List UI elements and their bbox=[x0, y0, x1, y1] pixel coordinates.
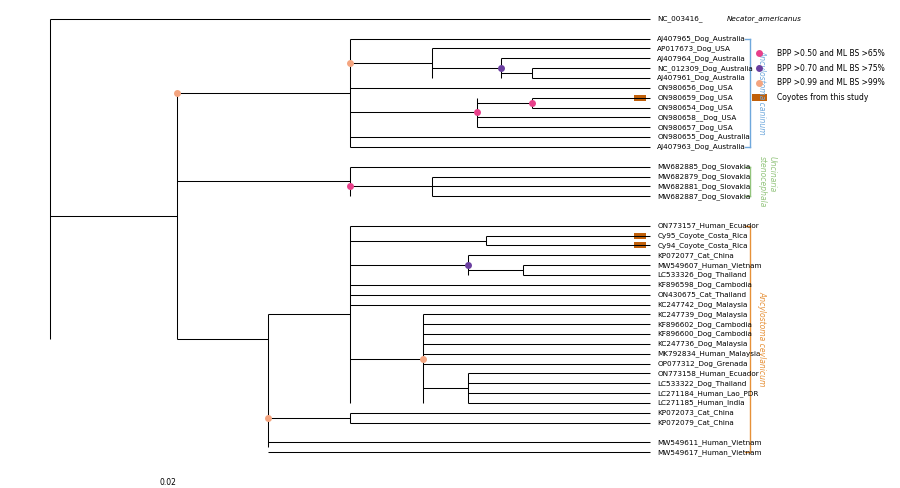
Text: KF896600_Dog_Cambodia: KF896600_Dog_Cambodia bbox=[657, 331, 752, 338]
Text: KP072077_Cat_China: KP072077_Cat_China bbox=[657, 252, 734, 259]
Text: LC533322_Dog_Thailand: LC533322_Dog_Thailand bbox=[657, 380, 747, 386]
Text: AJ407965_Dog_Australia: AJ407965_Dog_Australia bbox=[657, 35, 746, 42]
Text: Uncinaria
stenocephala: Uncinaria stenocephala bbox=[758, 156, 777, 207]
Text: LC533326_Dog_Thailand: LC533326_Dog_Thailand bbox=[657, 272, 747, 278]
Text: KF896602_Dog_Cambodia: KF896602_Dog_Cambodia bbox=[657, 321, 752, 327]
Text: MW682887_Dog_Slovakia: MW682887_Dog_Slovakia bbox=[657, 193, 751, 200]
Text: ON773157_Human_Ecuador: ON773157_Human_Ecuador bbox=[657, 223, 759, 229]
Text: LC271184_Human_Lao_PDR: LC271184_Human_Lao_PDR bbox=[657, 390, 759, 397]
Text: Ancylostoma ceylanicum: Ancylostoma ceylanicum bbox=[758, 291, 767, 386]
Text: NC_012309_Dog_Australia: NC_012309_Dog_Australia bbox=[657, 65, 753, 72]
Text: Coyotes from this study: Coyotes from this study bbox=[778, 93, 868, 102]
Text: Necator_americanus: Necator_americanus bbox=[726, 16, 801, 22]
Text: MK792834_Human_Malaysia: MK792834_Human_Malaysia bbox=[657, 350, 760, 357]
Text: Cy94_Coyote_Costa_Rica: Cy94_Coyote_Costa_Rica bbox=[657, 242, 748, 249]
Bar bbox=[634, 233, 646, 239]
Text: NC_003416_: NC_003416_ bbox=[657, 16, 703, 22]
Text: AJ407964_Dog_Australia: AJ407964_Dog_Australia bbox=[657, 55, 746, 61]
Text: AP017673_Dog_USA: AP017673_Dog_USA bbox=[657, 45, 732, 52]
Text: ON980658__Dog_USA: ON980658__Dog_USA bbox=[657, 114, 737, 121]
Bar bbox=[634, 95, 646, 101]
Text: KF896598_Dog_Cambodia: KF896598_Dog_Cambodia bbox=[657, 282, 752, 288]
Text: AJ407961_Dog_Australia: AJ407961_Dog_Australia bbox=[657, 75, 746, 81]
Text: MW682885_Dog_Slovakia: MW682885_Dog_Slovakia bbox=[657, 163, 751, 170]
Text: ON773158_Human_Ecuador: ON773158_Human_Ecuador bbox=[657, 370, 759, 377]
Text: MW549607_Human_Vietnam: MW549607_Human_Vietnam bbox=[657, 262, 762, 268]
Text: KP072079_Cat_China: KP072079_Cat_China bbox=[657, 419, 734, 426]
Text: AJ407963_Dog_Australia: AJ407963_Dog_Australia bbox=[657, 143, 746, 150]
Text: MW549611_Human_Vietnam: MW549611_Human_Vietnam bbox=[657, 439, 762, 446]
Text: BPP >0.70 and ML BS >75%: BPP >0.70 and ML BS >75% bbox=[778, 63, 886, 73]
Bar bbox=[634, 243, 646, 248]
Text: ON980654_Dog_USA: ON980654_Dog_USA bbox=[657, 104, 734, 111]
Text: ON980657_Dog_USA: ON980657_Dog_USA bbox=[657, 124, 734, 131]
Text: MW549617_Human_Vietnam: MW549617_Human_Vietnam bbox=[657, 449, 762, 456]
Text: KP072073_Cat_China: KP072073_Cat_China bbox=[657, 409, 734, 416]
Text: KC247739_Dog_Malaysia: KC247739_Dog_Malaysia bbox=[657, 311, 748, 318]
Text: MW682881_Dog_Slovakia: MW682881_Dog_Slovakia bbox=[657, 183, 751, 190]
Bar bbox=[752, 94, 767, 101]
Text: ON430675_Cat_Thailand: ON430675_Cat_Thailand bbox=[657, 291, 746, 298]
Text: BPP >0.50 and ML BS >65%: BPP >0.50 and ML BS >65% bbox=[778, 49, 886, 58]
Text: KC247736_Dog_Malaysia: KC247736_Dog_Malaysia bbox=[657, 341, 748, 347]
Text: Ancylostoma caninum: Ancylostoma caninum bbox=[758, 50, 767, 135]
Text: ON980659_Dog_USA: ON980659_Dog_USA bbox=[657, 94, 734, 101]
Text: OP077312_Dog_Grenada: OP077312_Dog_Grenada bbox=[657, 360, 748, 367]
Text: ON980656_Dog_USA: ON980656_Dog_USA bbox=[657, 84, 734, 91]
Text: LC271185_Human_India: LC271185_Human_India bbox=[657, 400, 745, 407]
Text: KC247742_Dog_Malaysia: KC247742_Dog_Malaysia bbox=[657, 301, 748, 308]
Text: 0.02: 0.02 bbox=[159, 478, 176, 487]
Text: MW682879_Dog_Slovakia: MW682879_Dog_Slovakia bbox=[657, 173, 751, 180]
Text: BPP >0.99 and ML BS >99%: BPP >0.99 and ML BS >99% bbox=[778, 79, 886, 87]
Text: Cy95_Coyote_Costa_Rica: Cy95_Coyote_Costa_Rica bbox=[657, 232, 748, 239]
Text: ON980655_Dog_Australia: ON980655_Dog_Australia bbox=[657, 134, 750, 141]
